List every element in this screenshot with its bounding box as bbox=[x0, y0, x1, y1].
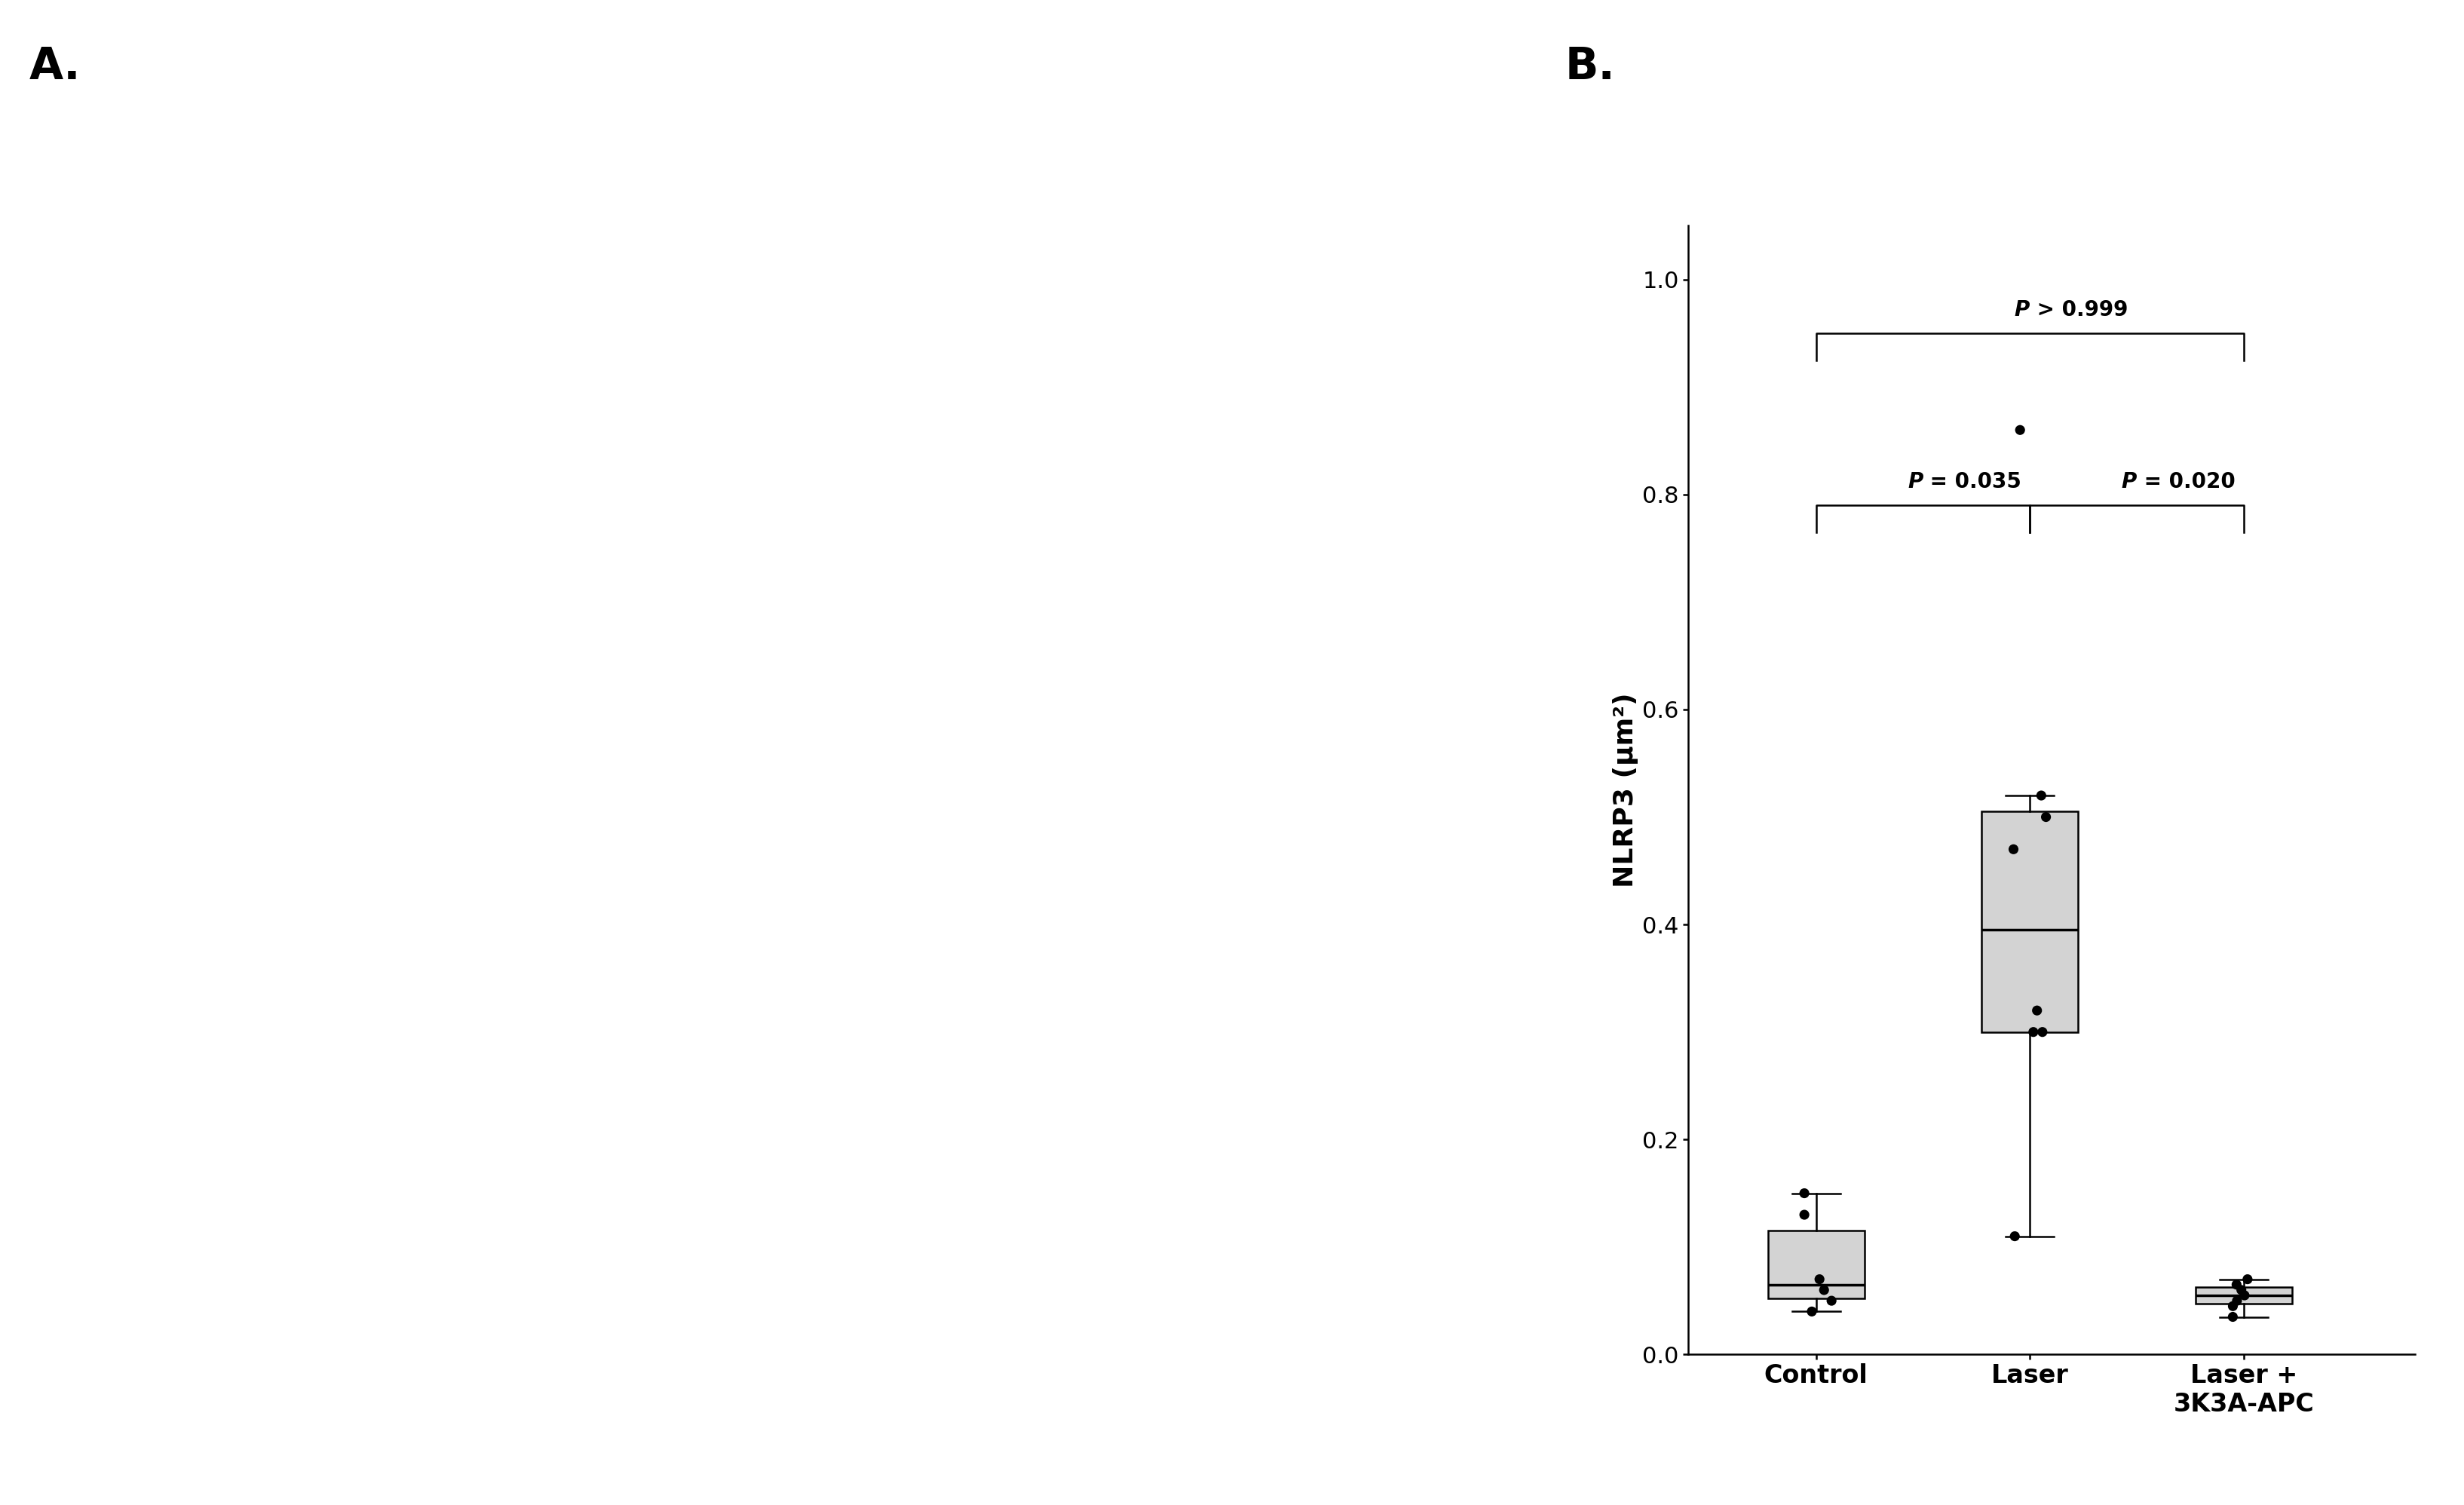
Point bbox=[2020, 784, 2060, 808]
Point bbox=[2218, 1273, 2257, 1297]
Point bbox=[1804, 1278, 1843, 1302]
PathPatch shape bbox=[1981, 811, 2077, 1032]
Point bbox=[1784, 1202, 1823, 1227]
Point bbox=[1996, 1224, 2035, 1248]
Text: > 0.999: > 0.999 bbox=[2030, 299, 2129, 321]
PathPatch shape bbox=[1769, 1231, 1865, 1297]
Point bbox=[1811, 1288, 1850, 1312]
Point bbox=[2227, 1267, 2267, 1291]
Point bbox=[1799, 1267, 1838, 1291]
Point bbox=[2213, 1294, 2252, 1318]
Text: = 0.020: = 0.020 bbox=[2136, 471, 2235, 492]
Point bbox=[2025, 805, 2065, 829]
Text: B.: B. bbox=[1565, 45, 1614, 89]
PathPatch shape bbox=[2195, 1287, 2292, 1303]
Point bbox=[1784, 1181, 1823, 1206]
Point bbox=[2023, 1020, 2062, 1044]
Text: P: P bbox=[1907, 471, 1922, 492]
Point bbox=[2225, 1284, 2264, 1308]
Point bbox=[2213, 1305, 2252, 1329]
Text: P: P bbox=[2122, 471, 2136, 492]
Point bbox=[1791, 1299, 1831, 1323]
Point bbox=[1993, 837, 2033, 861]
Point bbox=[2013, 1020, 2053, 1044]
Text: P: P bbox=[2016, 299, 2030, 321]
Text: = 0.035: = 0.035 bbox=[1922, 471, 2020, 492]
Point bbox=[2218, 1288, 2257, 1312]
Point bbox=[2223, 1278, 2262, 1302]
Y-axis label: NLRP3 (μm²): NLRP3 (μm²) bbox=[1611, 692, 1639, 888]
Point bbox=[2001, 418, 2040, 442]
Point bbox=[2018, 998, 2057, 1022]
Text: A.: A. bbox=[30, 45, 81, 89]
